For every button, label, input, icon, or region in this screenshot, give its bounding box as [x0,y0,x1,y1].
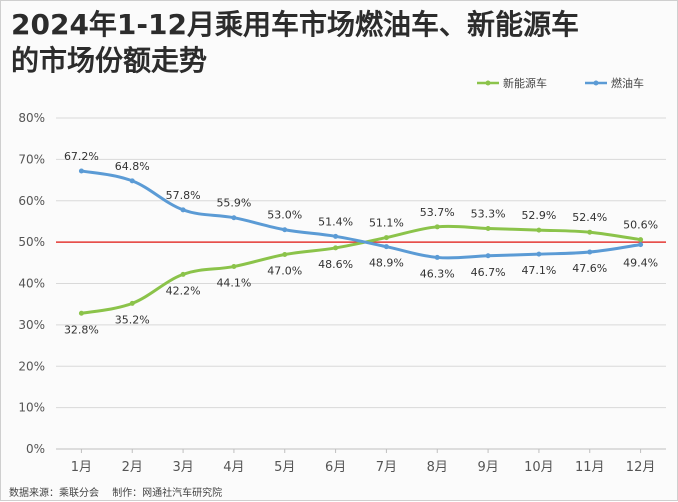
series-line-2 [79,169,643,260]
data-point [231,264,237,270]
x-tick-label: 1月 [71,460,92,475]
x-tick-label: 5月 [274,460,295,475]
data-label: 51.4% [318,215,353,228]
data-point [536,227,542,233]
data-point [587,229,593,235]
y-tick-label: 70% [18,152,45,166]
x-tick-label: 8月 [427,460,448,475]
y-tick-label: 40% [18,277,45,291]
data-point [78,168,84,174]
data-label: 53.3% [471,207,506,220]
data-label: 53.7% [420,206,455,219]
data-label: 53.0% [267,209,302,222]
data-label: 50.6% [623,219,658,232]
data-label: 52.4% [572,211,607,224]
data-point [485,253,491,259]
x-tick-label: 11月 [575,460,605,475]
data-source-text: 数据来源：乘联分会 [9,488,99,499]
legend-marker [593,80,599,86]
x-tick-label: 4月 [223,460,244,475]
data-label: 46.7% [471,266,506,279]
data-label: 32.8% [64,323,99,336]
data-point [485,225,491,231]
data-source-note: 数据来源：乘联分会 制作：网通社汽车研究院 [9,484,222,499]
x-tick-label: 2月 [122,460,143,475]
x-tick-label: 10月 [524,460,554,475]
data-point [383,244,389,250]
data-point [282,252,288,258]
chart-title-line-2: 的市场份额走势 [11,44,208,77]
data-point [78,310,84,316]
y-tick-label: 10% [18,401,45,415]
data-point [180,207,186,213]
data-label: 35.2% [115,313,150,326]
data-label: 42.2% [166,284,201,297]
data-label: 57.8% [166,189,201,202]
data-point [434,254,440,260]
data-label: 51.1% [369,217,404,230]
data-point [180,271,186,277]
data-point [333,245,339,251]
data-point [638,237,644,243]
x-tick-label: 3月 [172,460,193,475]
data-label: 47.0% [267,265,302,278]
data-label: 48.9% [369,257,404,270]
y-tick-label: 60% [18,194,45,208]
data-point [536,251,542,257]
legend-marker [485,80,491,86]
data-label: 44.1% [216,277,251,290]
data-point [231,215,237,221]
data-point [434,224,440,230]
y-tick-label: 0% [26,442,45,456]
data-point [129,178,135,184]
data-point [587,249,593,255]
data-label: 47.1% [521,264,556,277]
chart-title-line-1: 2024年1-12月乘用车市场燃油车、新能源车 [11,8,579,41]
data-point [129,300,135,306]
data-label: 46.3% [420,267,455,280]
y-tick-label: 20% [18,359,45,373]
data-label: 52.9% [521,209,556,222]
data-label: 48.6% [318,258,353,271]
data-point [383,235,389,241]
y-tick-label: 80% [18,111,45,125]
data-point [638,242,644,248]
y-tick-label: 30% [18,318,45,332]
data-label: 64.8% [115,160,150,173]
x-tick-label: 9月 [477,460,498,475]
data-point [282,227,288,233]
x-tick-label: 12月 [626,460,656,475]
legend-label: 新能源车 [503,76,547,90]
data-label: 67.2% [64,150,99,163]
data-point [333,233,339,239]
x-tick-label: 6月 [325,460,346,475]
x-tick-label: 7月 [376,460,397,475]
series-line-1 [79,224,643,315]
data-label: 49.4% [623,257,658,270]
data-label: 55.9% [216,197,251,210]
chart-title: 2024年1-12月乘用车市场燃油车、新能源车 的市场份额走势 [11,7,579,79]
chart-maker-text: 制作：网通社汽车研究院 [112,488,223,499]
y-tick-label: 50% [18,235,45,249]
legend-label: 燃油车 [611,76,644,90]
data-label: 47.6% [572,262,607,275]
